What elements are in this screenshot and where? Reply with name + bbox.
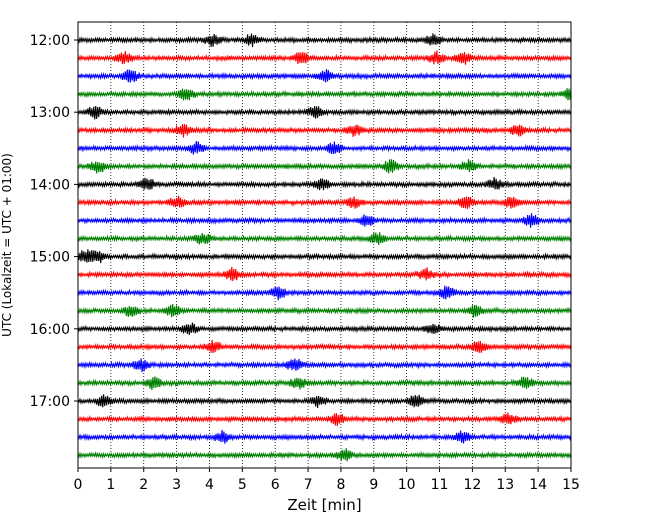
trace-1745 [77,448,572,462]
x-tick-label: 1 [106,477,115,493]
trace-1345 [77,159,572,174]
trace-1545 [77,303,572,318]
trace-1200 [77,33,572,48]
vertical-grid [110,22,539,468]
x-tick-label: 7 [304,477,313,493]
x-tick-label: 2 [139,477,148,493]
y-tick-label: 14:00 [30,177,70,193]
trace-1315 [77,123,572,138]
y-tick-label: 13:00 [30,105,70,121]
trace-1530 [77,285,572,301]
x-tick-label: 3 [172,477,181,493]
trace-1730 [77,429,572,444]
trace-1300 [77,105,572,120]
x-tick-label: 11 [431,477,449,493]
x-tick-label: 15 [562,477,580,493]
trace-1630 [77,358,572,373]
trace-1600 [77,322,572,335]
trace-1645 [77,376,572,390]
x-axis-ticks: 0 1 2 3 4 5 6 7 8 9 10 11 12 13 14 15 [74,468,580,493]
trace-1330 [77,140,572,155]
x-tick-label: 0 [74,477,83,493]
x-tick-label: 8 [336,477,345,493]
trace-1400 [77,176,572,191]
y-tick-label: 17:00 [30,394,70,410]
x-tick-label: 12 [463,477,481,493]
traces-group [77,33,572,462]
x-tick-label: 4 [205,477,214,493]
trace-1445 [77,232,572,246]
plot-frame [77,21,572,469]
trace-1415 [77,195,572,210]
trace-1215 [77,50,572,65]
y-tick-label: 15:00 [30,250,70,266]
x-tick-label: 10 [398,477,416,493]
x-tick-label: 6 [271,477,280,493]
trace-1430 [77,213,572,228]
trace-1715 [77,412,572,426]
y-tick-label: 16:00 [30,322,70,338]
x-axis-label: Zeit [min] [287,496,361,514]
x-tick-label: 5 [238,477,247,493]
trace-1500 [77,249,572,264]
y-axis-ticks: 12:00 13:00 14:00 15:00 16:00 17:00 [30,33,78,410]
x-tick-label: 13 [496,477,514,493]
x-tick-label: 9 [369,477,378,493]
y-axis-label: UTC (Lokalzeit = UTC + 01:00) [0,153,14,337]
y-tick-label: 12:00 [30,33,70,49]
trace-1700 [77,394,572,408]
trace-1230 [77,69,572,83]
trace-1615 [77,339,572,354]
x-tick-label: 14 [529,477,547,493]
trace-1245 [77,87,572,101]
trace-1515 [77,266,572,281]
